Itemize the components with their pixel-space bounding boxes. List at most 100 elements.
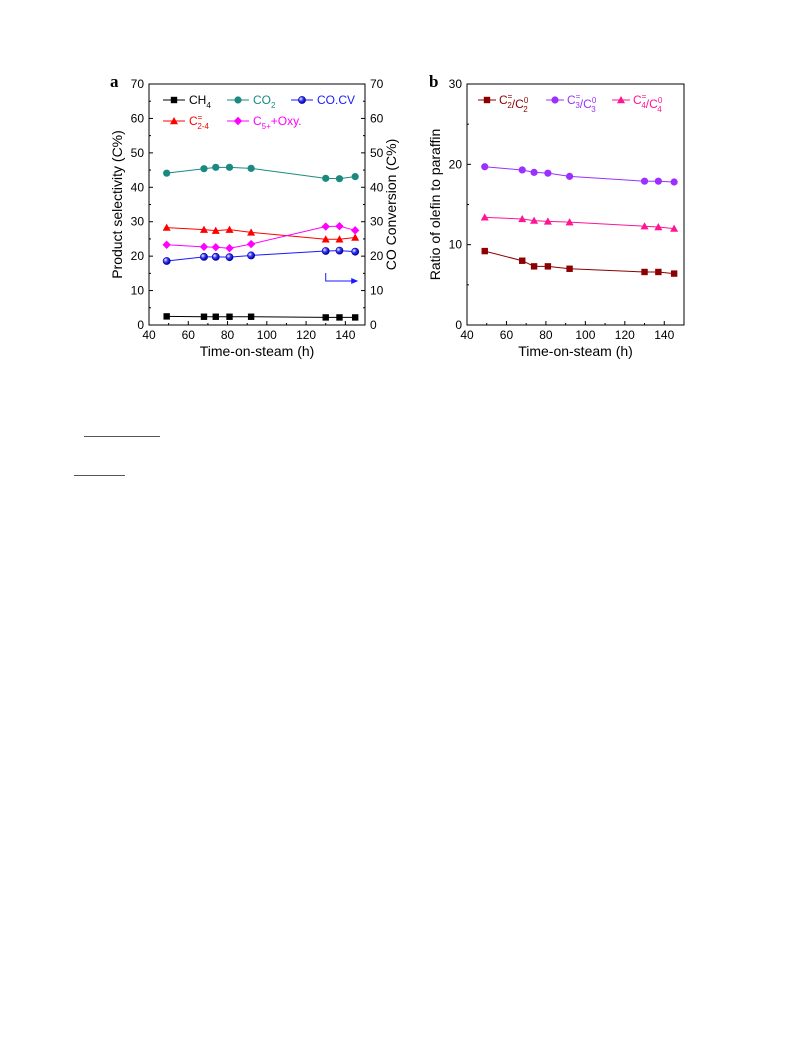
y-tick-label: 30 — [131, 215, 145, 229]
legend-marker — [234, 96, 242, 104]
data-point — [247, 313, 255, 320]
series-C5++Oxy. — [162, 221, 360, 253]
y2-tick-label: 30 — [370, 215, 384, 229]
panel-a: 40 60 80 100 120 140 0 10 20 30 40 50 60 70 0 10 20 30 40 5… — [109, 72, 399, 359]
y-tick-label: 0 — [455, 318, 462, 332]
data-point — [654, 222, 663, 231]
y2-tick-label: 0 — [370, 318, 377, 332]
data-point — [321, 247, 330, 255]
data-point — [321, 222, 330, 231]
data-point — [211, 252, 220, 261]
data-point — [225, 253, 234, 262]
right-axis-arrow — [325, 273, 354, 282]
data-point — [518, 166, 526, 174]
data-point — [226, 313, 233, 320]
legend-marker — [233, 116, 243, 126]
data-point — [163, 169, 171, 177]
data-point — [225, 163, 234, 171]
y-tick-label: 70 — [131, 77, 145, 91]
legend-label: C= 2-4 — [189, 113, 209, 131]
data-point — [211, 226, 220, 234]
data-point — [543, 217, 552, 225]
data-point — [212, 313, 219, 320]
legend-entry: CO2 — [227, 93, 276, 110]
data-point — [351, 233, 360, 241]
legend-label: C= 3/C0 3 — [567, 92, 597, 114]
legend-entry: C= 2/C0 2 — [478, 92, 529, 114]
data-point — [212, 163, 220, 171]
data-point — [350, 226, 360, 235]
panel-label-b: b — [429, 72, 438, 91]
y-tick-label: 10 — [449, 238, 463, 252]
y-axis-title: Product selectivity (C%) — [109, 130, 125, 279]
x-tick-label: 60 — [182, 328, 196, 342]
data-point — [566, 265, 573, 272]
data-point — [163, 313, 170, 320]
x-tick-label: 120 — [615, 328, 635, 342]
data-point — [200, 252, 208, 261]
data-point — [225, 244, 234, 253]
data-point — [200, 165, 208, 173]
data-point — [162, 257, 171, 265]
series-C3=/C30 — [481, 163, 678, 186]
data-point — [335, 221, 344, 231]
data-point — [335, 235, 344, 243]
x-axis-title: Time-on-steam (h) — [518, 343, 633, 359]
y2-tick-label: 40 — [370, 180, 384, 194]
x-tick-label: 80 — [221, 328, 235, 342]
data-point — [200, 313, 208, 320]
legend-marker — [170, 117, 178, 125]
data-point — [519, 257, 526, 264]
x-tick-label: 40 — [460, 328, 474, 342]
legend-entry: CO.CV — [291, 93, 355, 107]
data-point — [640, 177, 649, 185]
panel-b: 40 60 80 100 120 140 0 10 20 30 Time-on-steam (h) R… — [427, 72, 685, 359]
y-tick-label: 20 — [449, 157, 463, 171]
data-point — [162, 240, 171, 249]
y-axis-title: Ratio of olefin to paraffin — [427, 129, 443, 281]
x-tick-label: 120 — [296, 328, 316, 342]
legend-label: CO2 — [253, 93, 276, 110]
legend-label: CO.CV — [317, 93, 355, 107]
y-tick-label: 40 — [131, 180, 145, 194]
panel-label-a: a — [110, 72, 119, 91]
data-point — [247, 228, 256, 236]
data-point — [654, 177, 662, 185]
y-tick-label: 20 — [131, 249, 145, 263]
legend-marker — [483, 96, 491, 104]
legend-marker — [551, 96, 559, 104]
data-point — [481, 247, 488, 255]
footnote-rule — [84, 436, 160, 437]
data-point — [518, 214, 527, 223]
data-point — [335, 246, 344, 255]
data-point — [641, 268, 648, 276]
series-CO.CV — [162, 246, 360, 265]
data-point — [199, 225, 208, 233]
legend-entry: C= 2-4 — [163, 113, 209, 131]
data-point — [247, 164, 255, 172]
data-point — [335, 175, 344, 183]
y-tick-label: 30 — [449, 77, 463, 91]
data-point — [162, 223, 171, 231]
data-point — [225, 225, 234, 233]
x-axis-title: Time-on-steam (h) — [200, 343, 315, 359]
y2-tick-label: 70 — [370, 77, 384, 91]
data-point — [530, 216, 539, 224]
data-point — [565, 172, 574, 180]
data-point — [481, 163, 489, 171]
data-point — [655, 268, 662, 276]
data-point — [199, 242, 209, 252]
plot-frame — [466, 83, 685, 326]
x-tick-label: 80 — [539, 328, 553, 342]
legend-label: CH4 — [189, 93, 211, 110]
data-point — [530, 168, 538, 176]
data-point — [670, 270, 678, 277]
data-point — [246, 239, 256, 249]
data-point — [351, 173, 359, 181]
y-tick-label: 10 — [131, 284, 145, 298]
data-point — [640, 222, 649, 230]
data-point — [351, 314, 359, 321]
y-tick-label: 50 — [131, 146, 145, 160]
data-point — [565, 218, 574, 226]
series-CO2 — [163, 163, 359, 183]
